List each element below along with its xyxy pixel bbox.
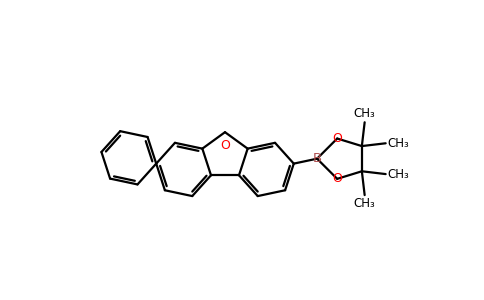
- Text: O: O: [333, 132, 342, 145]
- Text: O: O: [220, 139, 230, 152]
- Text: O: O: [333, 172, 342, 185]
- Text: CH₃: CH₃: [354, 197, 376, 210]
- Text: CH₃: CH₃: [354, 107, 376, 120]
- Text: B: B: [313, 152, 322, 165]
- Text: CH₃: CH₃: [388, 168, 409, 181]
- Text: CH₃: CH₃: [388, 137, 409, 150]
